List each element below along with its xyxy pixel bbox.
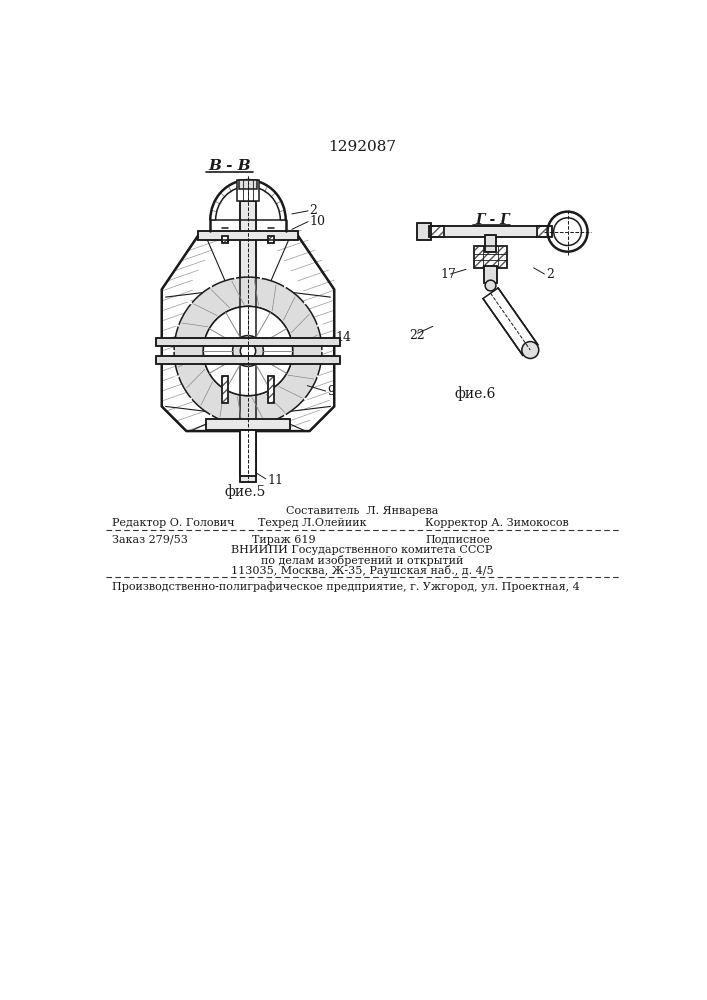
Polygon shape [162,232,334,431]
Bar [485,235,496,252]
Bar [240,201,256,482]
Text: по делам изобретений и открытий: по делам изобретений и открытий [261,555,463,566]
Text: Подписное: Подписное [425,535,490,545]
Bar [206,419,291,430]
Bar [268,376,274,403]
Bar [156,356,340,364]
Circle shape [547,212,588,252]
Bar [268,236,274,243]
Text: Корректор А. Зимокосов: Корректор А. Зимокосов [425,518,569,528]
Bar [156,356,340,364]
Bar [484,266,497,283]
Bar [198,231,298,240]
Bar [537,226,552,237]
Text: Заказ 279/53: Заказ 279/53 [112,535,187,545]
Bar [417,223,431,240]
Bar [156,338,340,346]
Text: Редактор О. Голович: Редактор О. Голович [112,518,234,528]
Text: 10: 10 [310,215,326,228]
Bar [474,246,508,268]
Circle shape [554,218,581,246]
Bar [240,430,256,476]
Bar [474,246,508,268]
Bar [156,338,340,346]
Text: Составитель  Л. Январева: Составитель Л. Январева [286,506,438,516]
Text: Техред Л.Олейиик: Техред Л.Олейиик [258,518,366,528]
Text: 17: 17 [440,267,456,280]
Text: Производственно-полиграфическое предприятие, г. Ужгород, ул. Проектная, 4: Производственно-полиграфическое предприя… [112,581,580,592]
Text: 9: 9 [327,385,335,398]
Bar [206,419,291,430]
Bar [537,226,552,237]
Bar [222,236,228,243]
Bar [240,201,256,482]
Text: ВНИИПИ Государственного комитета СССР: ВНИИПИ Государственного комитета СССР [231,545,493,555]
Bar [484,266,497,283]
Text: 2: 2 [546,267,554,280]
Bar [268,376,274,403]
Text: 22: 22 [409,329,425,342]
Polygon shape [483,288,538,355]
Text: 2: 2 [310,204,317,217]
Text: В - В: В - В [208,159,250,173]
Bar [222,376,228,403]
Bar [240,430,256,476]
Bar [222,236,228,243]
Bar [429,226,552,237]
Circle shape [240,343,256,359]
Circle shape [522,342,539,358]
Bar [198,231,298,240]
Bar [238,180,259,201]
Text: 113035, Москва, Ж-35, Раушская наб., д. 4/5: 113035, Москва, Ж-35, Раушская наб., д. … [230,565,493,576]
Circle shape [485,280,496,291]
Circle shape [233,336,264,366]
Bar [239,180,257,189]
Circle shape [204,306,293,396]
Bar [268,236,274,243]
Bar [222,376,228,403]
Wedge shape [174,277,322,425]
Text: 14: 14 [335,331,351,344]
Bar [429,226,444,237]
Bar [417,223,431,240]
Text: фие.5: фие.5 [225,484,267,499]
Text: 11: 11 [267,474,284,487]
Text: фие.6: фие.6 [455,386,496,401]
Bar [429,226,444,237]
Text: Г - Г: Г - Г [475,213,510,227]
Text: Тираж 619: Тираж 619 [252,535,315,545]
Bar [429,226,552,237]
Text: 1292087: 1292087 [328,140,396,154]
Bar [485,235,496,252]
